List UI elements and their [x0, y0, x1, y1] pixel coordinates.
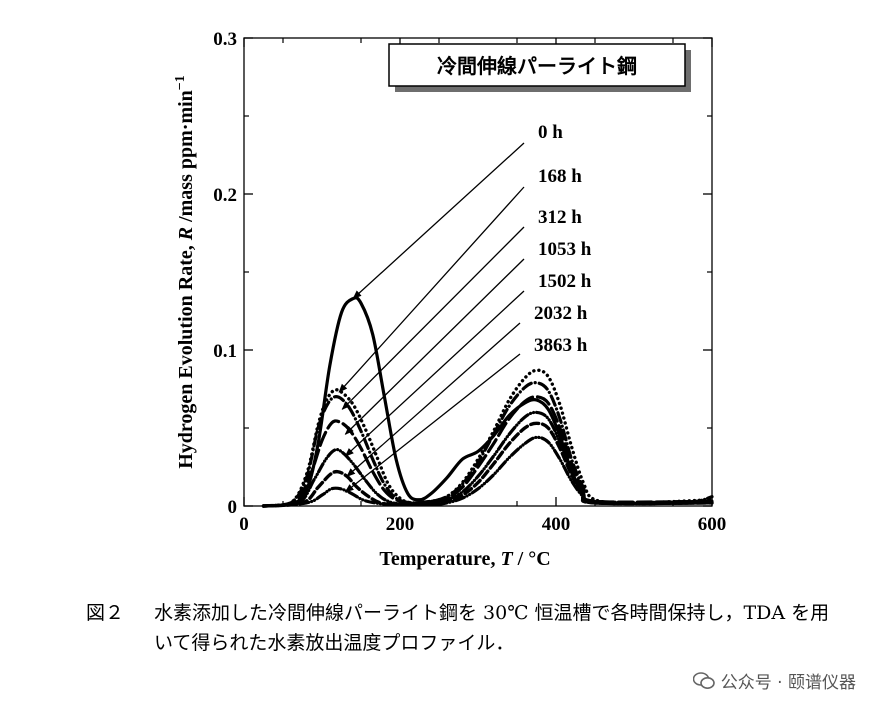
x-tick-label: 0 — [239, 514, 249, 535]
x-tick-label: 400 — [542, 514, 571, 535]
x-tick-label: 600 — [698, 514, 727, 535]
y-tick-label: 0 — [228, 497, 238, 518]
annotation-leaders: 0 h 168 h 312 h 1053 h 1502 h 2032 h 3863 h — [338, 122, 592, 493]
y-tick-label: 0.1 — [213, 341, 237, 362]
watermark: 公众号 · 颐谱仪器 — [692, 668, 856, 693]
wechat-icon — [692, 671, 715, 689]
x-tick-label: 200 — [386, 514, 415, 535]
annotation-label: 168 h — [538, 166, 582, 187]
chart: 0 200 400 600 0 0.1 0.2 0.3 0 h 168 h 312 h 1053 h… — [173, 29, 726, 570]
y-tick-label: 0.2 — [213, 185, 237, 206]
annotation-arrow — [341, 226, 525, 410]
data-series — [261, 296, 714, 508]
annotation-arrow — [352, 142, 525, 300]
series-line-0 — [261, 296, 714, 508]
annotation-label: 3863 h — [534, 335, 588, 356]
figure-number: 図２ — [86, 602, 125, 624]
annotation-label: 312 h — [538, 207, 582, 228]
watermark-text: 公众号 · 颐谱仪器 — [720, 673, 856, 693]
annotation-label: 1053 h — [538, 239, 592, 260]
chart-title: 冷間伸線パーライト鋼 — [437, 54, 637, 78]
series-line-1 — [261, 368, 714, 508]
series-line-6 — [261, 435, 714, 508]
y-tick-label: 0.3 — [213, 29, 237, 50]
chart-title-box: 冷間伸線パーライト鋼 — [388, 43, 691, 92]
annotation-arrow — [338, 186, 525, 393]
series-line-2 — [261, 381, 714, 508]
series-line-5 — [261, 421, 714, 508]
annotation-arrow — [344, 353, 521, 493]
annotation-label: 1502 h — [538, 271, 592, 292]
annotation-arrow — [346, 322, 521, 477]
annotation-arrow — [344, 258, 525, 435]
y-axis-title: Hydrogen Evolution Rate, R /mass ppm·min… — [173, 75, 197, 469]
axis-ticks: 0 200 400 600 0 0.1 0.2 0.3 — [213, 29, 726, 535]
plot-frame — [243, 37, 713, 507]
annotation-label: 0 h — [538, 122, 563, 143]
figure-caption: 図２ 水素添加した冷間伸線パーライト鋼を 30℃ 恒温槽で各時間保持し，TDA … — [86, 598, 846, 658]
annotation-label: 2032 h — [534, 303, 588, 324]
annotation-arrow — [344, 290, 525, 457]
x-axis-title: Temperature, T / °C — [379, 548, 550, 570]
caption-text: 水素添加した冷間伸線パーライト鋼を 30℃ 恒温槽で各時間保持し，TDA を用い… — [154, 602, 830, 654]
